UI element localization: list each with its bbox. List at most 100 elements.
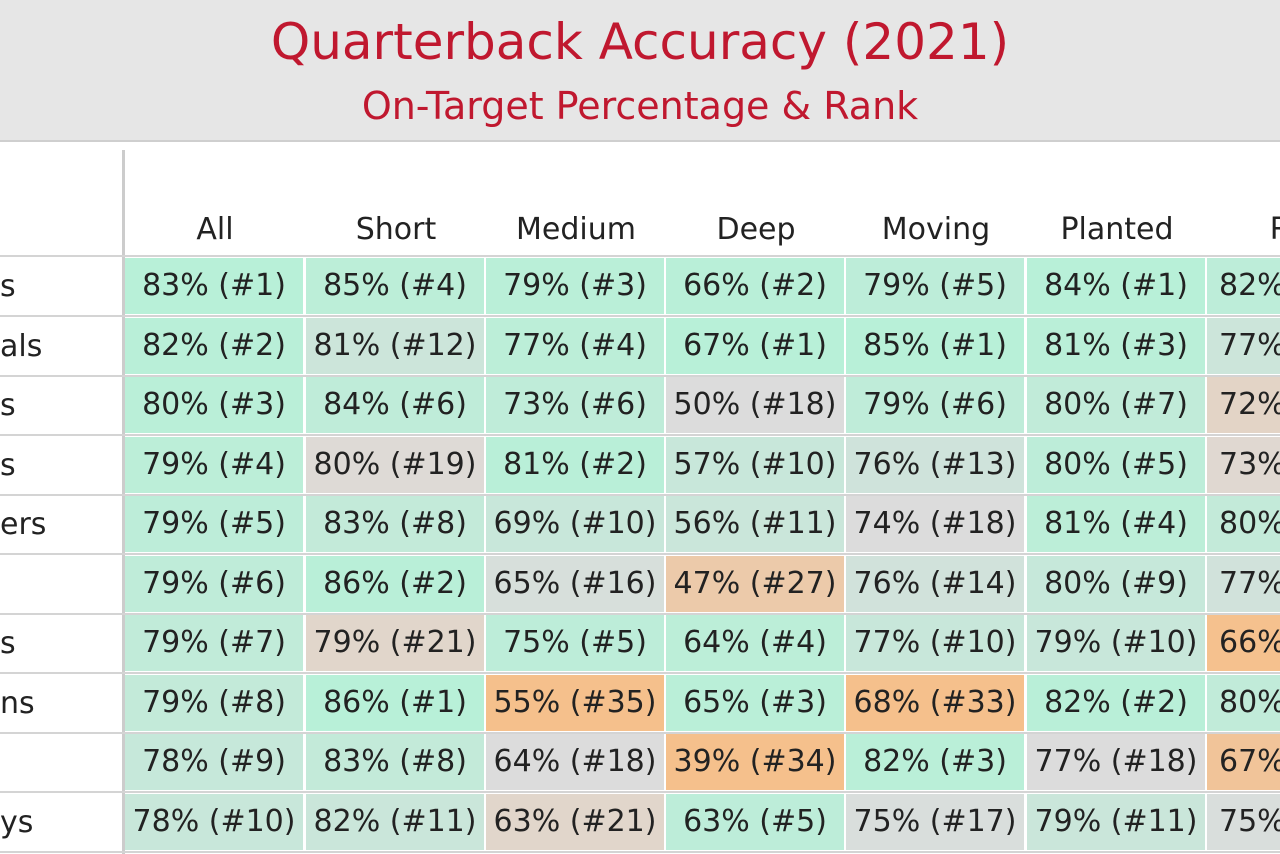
table-cell-moving: 79% (#5) bbox=[846, 258, 1024, 314]
table-cell-medium: 63% (#21) bbox=[486, 793, 664, 850]
table-cell-all: 78% (#9) bbox=[125, 734, 303, 790]
table-cell-planted: 77% (#18) bbox=[1027, 734, 1205, 790]
row-label: ys bbox=[0, 804, 34, 840]
table-cell-medium: 64% (#18) bbox=[486, 734, 664, 790]
row-label: als bbox=[0, 328, 43, 364]
table-cell-medium: 55% (#35) bbox=[486, 674, 664, 731]
table-cell-moving: 76% (#13) bbox=[846, 436, 1024, 493]
column-header-all: All bbox=[196, 212, 234, 247]
table-cell-planted: 80% (#9) bbox=[1027, 555, 1205, 612]
header-divider bbox=[122, 150, 125, 854]
table-cell-short: 81% (#12) bbox=[306, 317, 484, 374]
table-cell-moving: 79% (#6) bbox=[846, 377, 1024, 433]
table-cell-planted: 80% (#7) bbox=[1027, 377, 1205, 433]
table-cell-moving: 82% (#3) bbox=[846, 734, 1024, 790]
row-separator bbox=[0, 731, 1280, 734]
table-cell-deep: 64% (#4) bbox=[666, 615, 844, 671]
column-header-medium: Medium bbox=[516, 212, 636, 247]
row-label: s bbox=[0, 388, 16, 423]
table-cell-short: 80% (#19) bbox=[306, 436, 484, 493]
table-cell-all: 79% (#7) bbox=[125, 615, 303, 671]
table-cell-rec: 66% bbox=[1207, 615, 1280, 671]
table-cell-rec: 67% bbox=[1207, 734, 1280, 790]
table-cell-planted: 81% (#4) bbox=[1027, 496, 1205, 552]
table-cell-rec: 80% bbox=[1207, 674, 1280, 731]
table-cell-medium: 79% (#3) bbox=[486, 258, 664, 314]
row-label: ers bbox=[0, 507, 47, 542]
row-separator bbox=[0, 315, 1280, 317]
table-cell-short: 83% (#8) bbox=[306, 496, 484, 552]
table-cell-short: 79% (#21) bbox=[306, 615, 484, 671]
row-label bbox=[0, 734, 120, 792]
table-cell-deep: 50% (#18) bbox=[666, 377, 844, 433]
table-cell-deep: 63% (#5) bbox=[666, 793, 844, 850]
row-label: s bbox=[0, 269, 16, 304]
table-cell-moving: 68% (#33) bbox=[846, 674, 1024, 731]
column-header-rec: Rec bbox=[1207, 212, 1280, 256]
table-cell-planted: 81% (#3) bbox=[1027, 317, 1205, 374]
table-cell-short: 83% (#8) bbox=[306, 734, 484, 790]
title-bar: Quarterback Accuracy (2021) On-Target Pe… bbox=[0, 0, 1280, 142]
table-cell-medium: 77% (#4) bbox=[486, 317, 664, 374]
table-cell-all: 82% (#2) bbox=[125, 317, 303, 374]
row-separator bbox=[0, 493, 1280, 496]
column-header-deep: Deep bbox=[716, 212, 796, 247]
table-cell-all: 79% (#5) bbox=[125, 496, 303, 552]
row-separator bbox=[0, 791, 1280, 793]
column-header-moving: Moving bbox=[881, 212, 991, 247]
table-cell-all: 83% (#1) bbox=[125, 258, 303, 314]
table-cell-short: 86% (#2) bbox=[306, 555, 484, 612]
table-cell-planted: 79% (#11) bbox=[1027, 793, 1205, 850]
table-cell-moving: 74% (#18) bbox=[846, 496, 1024, 552]
table-cell-medium: 69% (#10) bbox=[486, 496, 664, 552]
table-cell-rec: 77% bbox=[1207, 317, 1280, 374]
table-cell-short: 85% (#4) bbox=[306, 258, 484, 314]
row-separator bbox=[0, 672, 1280, 674]
table-cell-deep: 56% (#11) bbox=[666, 496, 844, 552]
table-cell-rec: 80% bbox=[1207, 496, 1280, 552]
table-cell-rec: 82% bbox=[1207, 258, 1280, 314]
table-cell-deep: 57% (#10) bbox=[666, 436, 844, 493]
table-cell-deep: 65% (#3) bbox=[666, 674, 844, 731]
table-cell-short: 82% (#11) bbox=[306, 793, 484, 850]
row-label: s bbox=[0, 447, 16, 483]
row-label: s bbox=[0, 626, 16, 661]
table-cell-rec: 77% bbox=[1207, 555, 1280, 612]
row-separator bbox=[0, 850, 1280, 853]
table-cell-all: 79% (#6) bbox=[125, 555, 303, 612]
table-cell-all: 78% (#10) bbox=[125, 793, 303, 850]
table-cell-moving: 85% (#1) bbox=[846, 317, 1024, 374]
table-cell-rec: 72% bbox=[1207, 377, 1280, 433]
table-cell-medium: 73% (#6) bbox=[486, 377, 664, 433]
column-header-planted: Planted bbox=[1060, 212, 1174, 247]
table-cell-medium: 81% (#2) bbox=[486, 436, 664, 493]
table-cell-medium: 75% (#5) bbox=[486, 615, 664, 671]
table-cell-rec: 73% bbox=[1207, 436, 1280, 493]
row-label bbox=[0, 556, 120, 614]
table-cell-planted: 80% (#5) bbox=[1027, 436, 1205, 493]
chart-subtitle: On-Target Percentage & Rank bbox=[361, 84, 919, 128]
row-separator bbox=[0, 553, 1280, 555]
table-cell-short: 84% (#6) bbox=[306, 377, 484, 433]
row-separator bbox=[0, 612, 1280, 615]
table-cell-all: 80% (#3) bbox=[125, 377, 303, 433]
table-cell-rec: 75% bbox=[1207, 793, 1280, 850]
table-cell-moving: 75% (#17) bbox=[846, 793, 1024, 850]
table-cell-planted: 82% (#2) bbox=[1027, 674, 1205, 731]
table-cell-planted: 84% (#1) bbox=[1027, 258, 1205, 314]
header-separator bbox=[0, 255, 1280, 257]
column-header-short: Short bbox=[355, 212, 437, 247]
table-cell-all: 79% (#8) bbox=[125, 674, 303, 731]
table-cell-deep: 39% (#34) bbox=[666, 734, 844, 790]
table-cell-deep: 67% (#1) bbox=[666, 317, 844, 374]
table-cell-planted: 79% (#10) bbox=[1027, 615, 1205, 671]
table-cell-deep: 66% (#2) bbox=[666, 258, 844, 314]
table-cell-all: 79% (#4) bbox=[125, 436, 303, 493]
chart-title: Quarterback Accuracy (2021) bbox=[270, 13, 1010, 71]
table-cell-moving: 77% (#10) bbox=[846, 615, 1024, 671]
row-label: ns bbox=[0, 685, 35, 721]
table-cell-deep: 47% (#27) bbox=[666, 555, 844, 612]
row-separator bbox=[0, 434, 1280, 436]
table-cell-moving: 76% (#14) bbox=[846, 555, 1024, 612]
row-separator bbox=[0, 374, 1280, 377]
